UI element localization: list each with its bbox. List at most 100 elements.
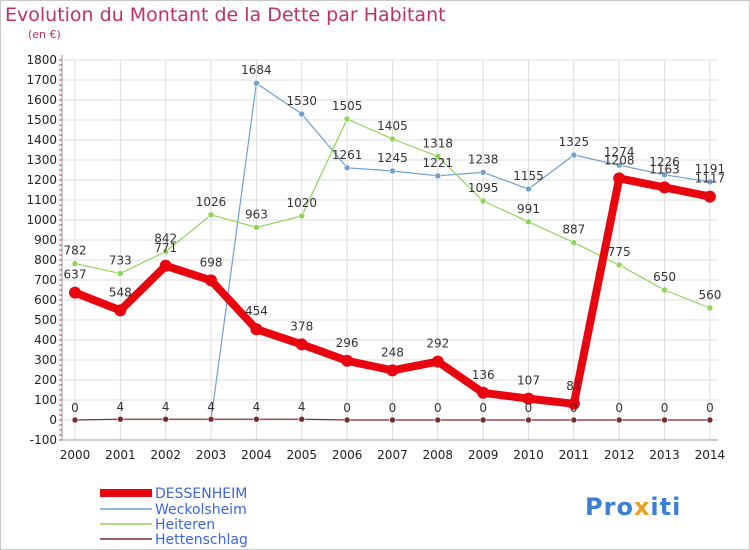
data-label: 0: [434, 401, 442, 415]
data-label: 136: [472, 368, 495, 382]
data-point: [298, 415, 306, 423]
chart-subtitle: (en €): [28, 28, 61, 41]
y-tick-label: 600: [34, 293, 57, 307]
data-point: [343, 115, 351, 123]
x-tick-label: 2000: [60, 448, 91, 462]
data-point: [386, 364, 399, 377]
logo-letter: r: [603, 493, 617, 521]
data-label: 0: [343, 401, 351, 415]
data-label: 4: [253, 400, 261, 414]
data-label: 842: [154, 232, 177, 246]
data-label: 771: [154, 241, 177, 255]
data-label: 0: [661, 401, 669, 415]
data-point: [477, 386, 490, 399]
x-tick-label: 2014: [695, 448, 726, 462]
data-label: 1530: [286, 94, 317, 108]
y-tick-label: 1700: [26, 73, 57, 87]
data-label: 560: [698, 288, 721, 302]
data-label: 963: [245, 207, 268, 221]
data-label: 1163: [649, 162, 680, 176]
data-point: [389, 135, 396, 143]
data-point: [661, 286, 668, 294]
data-label: 0: [706, 401, 714, 415]
data-label: 698: [200, 255, 223, 269]
data-point: [207, 415, 215, 423]
data-point: [661, 416, 668, 424]
logo-letter: i: [650, 493, 660, 521]
data-label: 1238: [468, 152, 499, 166]
data-label: 0: [570, 401, 578, 415]
data-point: [205, 274, 218, 287]
x-tick-label: 2007: [377, 448, 408, 462]
x-tick-label: 2010: [513, 448, 544, 462]
data-point: [253, 224, 260, 231]
data-point: [570, 239, 578, 246]
data-label: 4: [162, 400, 170, 414]
x-tick-label: 2013: [649, 448, 680, 462]
data-label: 107: [517, 374, 540, 388]
data-point: [525, 185, 532, 193]
x-tick-label: 2006: [332, 448, 363, 462]
legend-label: Weckolsheim: [155, 502, 247, 518]
x-tick-label: 2009: [468, 448, 499, 462]
data-label: 650: [653, 270, 676, 284]
data-label: 733: [109, 253, 132, 267]
y-tick-label: 1400: [26, 133, 57, 147]
data-point: [389, 167, 396, 175]
data-point: [207, 211, 215, 219]
data-label: 1208: [604, 153, 635, 167]
logo-letter: P: [585, 493, 604, 521]
data-point: [522, 392, 535, 405]
data-label: 1095: [468, 181, 499, 195]
data-point: [615, 161, 623, 169]
legend-label: Hettenschlag: [155, 532, 248, 548]
data-point: [706, 416, 714, 424]
x-tick-label: 2003: [196, 448, 227, 462]
data-point: [570, 416, 578, 424]
data-point: [71, 416, 79, 424]
data-point: [69, 286, 81, 299]
data-label: 1684: [241, 63, 272, 77]
data-point: [253, 415, 260, 423]
data-point: [613, 172, 626, 185]
data-label: 0: [479, 401, 487, 415]
data-point: [479, 416, 487, 424]
data-point: [706, 178, 714, 186]
data-label: 0: [71, 401, 79, 415]
legend-label: Heiteren: [155, 517, 215, 533]
logo-letter: t: [659, 493, 673, 521]
data-label: 296: [336, 336, 359, 350]
x-tick-label: 2012: [604, 448, 635, 462]
data-point: [434, 153, 442, 160]
x-tick-label: 2001: [105, 448, 136, 462]
data-point: [341, 354, 354, 367]
y-tick-label: 500: [34, 313, 57, 327]
data-point: [570, 151, 578, 159]
data-label: 1226: [649, 155, 680, 169]
data-point: [434, 172, 442, 180]
data-label: 81: [566, 379, 581, 393]
data-label: 1405: [377, 119, 408, 133]
y-tick-label: 1600: [26, 93, 57, 107]
data-point: [159, 259, 172, 272]
data-label: 0: [615, 401, 623, 415]
data-label: 1155: [513, 169, 544, 183]
y-tick-label: 800: [34, 253, 57, 267]
data-label: 1026: [196, 195, 227, 209]
data-label: 1191: [695, 162, 726, 176]
data-point: [162, 248, 169, 255]
proxiti-logo: Proxiti: [585, 493, 681, 521]
data-point: [615, 261, 623, 269]
y-tick-label: 0: [49, 413, 57, 427]
data-point: [479, 169, 487, 176]
data-label: 1274: [604, 145, 635, 159]
chart-title: Evolution du Montant de la Dette par Hab…: [5, 4, 446, 26]
x-tick-label: 2002: [150, 448, 181, 462]
x-tick-label: 2005: [286, 448, 317, 462]
data-label: 1261: [332, 148, 363, 162]
series-line-weckolsheim: [210, 82, 711, 421]
y-tick-label: 1100: [26, 193, 57, 207]
legend-label: DESSENHEIM: [155, 486, 247, 502]
